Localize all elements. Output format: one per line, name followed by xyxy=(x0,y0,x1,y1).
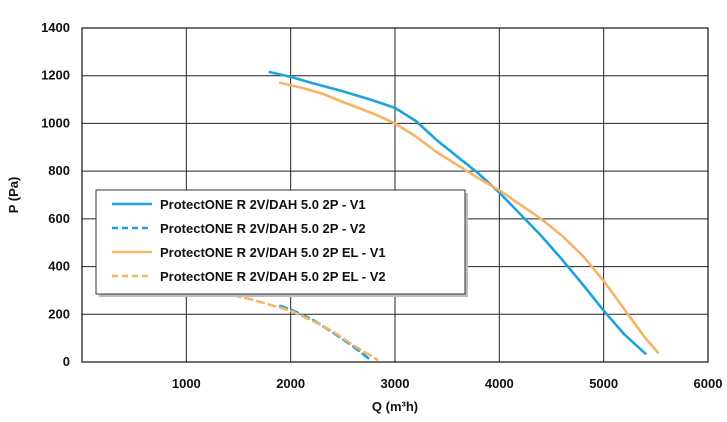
legend-label: ProtectONE R 2V/DAH 5.0 2P - V1 xyxy=(160,197,366,212)
series-line-2 xyxy=(278,304,372,361)
legend-label: ProtectONE R 2V/DAH 5.0 2P - V2 xyxy=(160,221,366,236)
y-tick-label: 1400 xyxy=(41,20,70,35)
y-tick-label: 1000 xyxy=(41,115,70,130)
y-tick-label: 400 xyxy=(48,259,70,274)
x-tick-label: 6000 xyxy=(694,376,723,391)
legend-box xyxy=(95,189,466,295)
series-line-3 xyxy=(278,81,660,354)
tick-labels: 0 200 400 600 800 1000 1200 1400 1000 2000 3000 400… xyxy=(41,20,722,391)
legend-label: ProtectONE R 2V/DAH 5.0 2P EL - V2 xyxy=(160,269,386,284)
x-tick-label: 1000 xyxy=(172,376,201,391)
x-axis-label: Q (m³h) xyxy=(372,399,418,414)
y-axis-label: P (Pa) xyxy=(6,177,21,214)
legend: ProtectONE R 2V/DAH 5.0 2P - V1 ProtectON… xyxy=(95,189,468,297)
series-line-1 xyxy=(268,70,647,355)
x-tick-label: 4000 xyxy=(485,376,514,391)
y-tick-label: 800 xyxy=(48,163,70,178)
y-tick-label: 1200 xyxy=(41,68,70,83)
y-tick-label: 600 xyxy=(48,211,70,226)
series-line-4 xyxy=(185,286,379,361)
legend-label: ProtectONE R 2V/DAH 5.0 2P EL - V1 xyxy=(160,245,386,260)
plot-frame xyxy=(81,27,709,363)
y-tick-label: 0 xyxy=(63,354,70,369)
y-tick-label: 200 xyxy=(48,306,70,321)
x-tick-label: 5000 xyxy=(589,376,618,391)
x-tick-label: 2000 xyxy=(276,376,305,391)
x-tick-label: 3000 xyxy=(381,376,410,391)
